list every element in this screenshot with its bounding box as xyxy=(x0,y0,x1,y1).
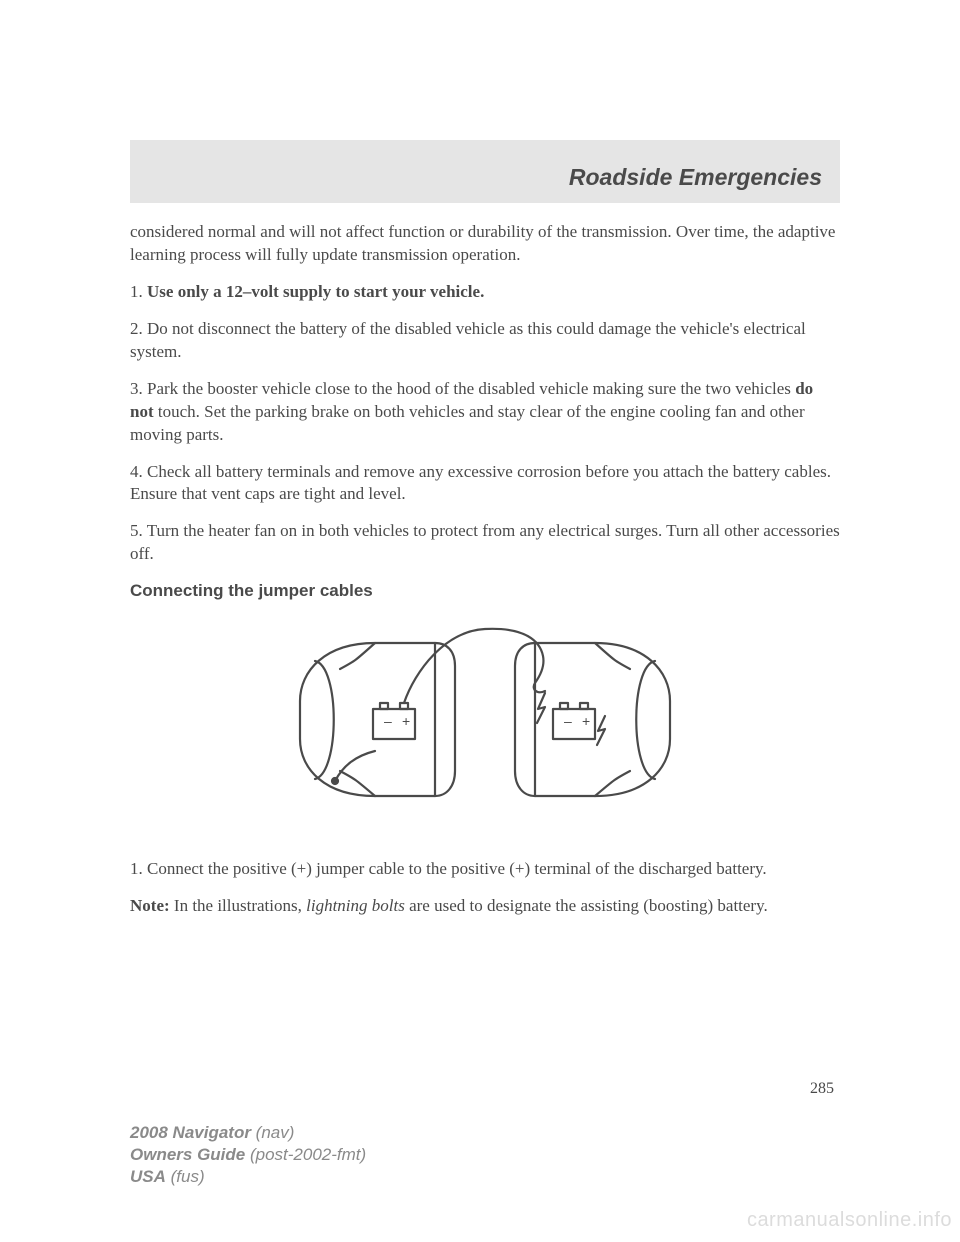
left-neg-label: – xyxy=(384,713,392,729)
footer-line-1: 2008 Navigator (nav) xyxy=(130,1122,366,1144)
step-1: 1. Use only a 12–volt supply to start yo… xyxy=(130,281,840,304)
footer1-bold: 2008 Navigator xyxy=(130,1123,251,1142)
step3-b: touch. Set the parking brake on both veh… xyxy=(130,402,805,444)
connect-step-1: 1. Connect the positive (+) jumper cable… xyxy=(130,858,840,881)
page-number: 285 xyxy=(130,1078,840,1100)
footer-line-2: Owners Guide (post-2002-fmt) xyxy=(130,1144,366,1166)
left-pos-label: + xyxy=(402,713,410,729)
footer1-rest: (nav) xyxy=(251,1123,294,1142)
step-3: 3. Park the booster vehicle close to the… xyxy=(130,378,840,447)
diagram-svg: – + – + xyxy=(285,621,685,831)
step-5: 5. Turn the heater fan on in both vehicl… xyxy=(130,520,840,566)
header-band: Roadside Emergencies xyxy=(130,140,840,203)
intro-paragraph: considered normal and will not affect fu… xyxy=(130,221,840,267)
note-b: are used to designate the assisting (boo… xyxy=(405,896,768,915)
footer2-bold: Owners Guide xyxy=(130,1145,245,1164)
footer2-rest: (post-2002-fmt) xyxy=(245,1145,366,1164)
section-title: Roadside Emergencies xyxy=(569,164,822,190)
footer3-bold: USA xyxy=(130,1167,166,1186)
footer-line-3: USA (fus) xyxy=(130,1166,366,1188)
body-text: considered normal and will not affect fu… xyxy=(130,221,840,1100)
note-bold: Note: xyxy=(130,896,170,915)
step-4: 4. Check all battery terminals and remov… xyxy=(130,461,840,507)
note-italic: lightning bolts xyxy=(306,896,405,915)
step3-a: 3. Park the booster vehicle close to the… xyxy=(130,379,795,398)
right-neg-label: – xyxy=(564,713,572,729)
page-container: Roadside Emergencies considered normal a… xyxy=(0,0,960,1100)
watermark: carmanualsonline.info xyxy=(747,1207,952,1234)
subheading: Connecting the jumper cables xyxy=(130,580,840,603)
footer: 2008 Navigator (nav) Owners Guide (post-… xyxy=(130,1122,366,1188)
right-pos-label: + xyxy=(582,713,590,729)
step1-bold: Use only a 12–volt supply to start your … xyxy=(147,282,484,301)
step1-prefix: 1. xyxy=(130,282,147,301)
step-2: 2. Do not disconnect the battery of the … xyxy=(130,318,840,364)
note-a: In the illustrations, xyxy=(170,896,306,915)
note-paragraph: Note: In the illustrations, lightning bo… xyxy=(130,895,840,918)
footer3-rest: (fus) xyxy=(166,1167,205,1186)
jumper-cable-diagram: – + – + xyxy=(130,621,840,838)
